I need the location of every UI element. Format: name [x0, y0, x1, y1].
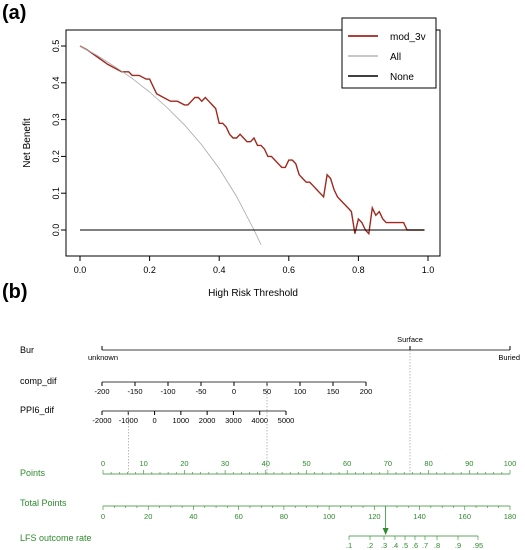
comp-dif-tick-label: 200: [360, 387, 373, 396]
points-tick-label: 80: [424, 459, 432, 468]
points-tick-label: 90: [465, 459, 473, 468]
lfs-tick-label: .6: [412, 541, 418, 550]
y-tick-label: 0.4: [51, 77, 61, 90]
y-tick-label: 0.2: [51, 150, 61, 163]
y-tick-label: 0.1: [51, 187, 61, 200]
x-tick-label: 0.4: [213, 265, 226, 275]
ppi6-dif-tick-label: -2000: [92, 416, 111, 425]
total-points-tick-label: 80: [280, 512, 288, 521]
lfs-tick-label: .3: [381, 541, 387, 550]
ppi6-dif-tick-label: 2000: [199, 416, 216, 425]
total-points-tick-label: 160: [459, 512, 472, 521]
lfs-tick-label: .5: [402, 541, 408, 550]
legend-label: mod_3v: [390, 32, 426, 43]
legend-box: [341, 17, 437, 89]
nomogram-chart: Bur unknown Surface Buried comp_dif -200 -150 -…: [20, 335, 520, 550]
points-tick-label: 0: [101, 459, 105, 468]
total-points-tick-label: 60: [234, 512, 242, 521]
total-points-tick-label: 40: [189, 512, 197, 521]
x-tick-label: 0.8: [352, 265, 365, 275]
ppi6-dif-tick-label: 4000: [251, 416, 268, 425]
y-tick-label: 0.0: [51, 224, 61, 237]
points-tick-label: 60: [343, 459, 351, 468]
plot-frame: [65, 29, 441, 257]
lfs-tick-label: .2: [367, 541, 373, 550]
ppi6-dif-tick-label: 3000: [225, 416, 242, 425]
lfs-tick-label: .9: [455, 541, 461, 550]
points-tick-label: 20: [180, 459, 188, 468]
total-points-tick-label: 20: [144, 512, 152, 521]
ppi6-dif-tick-label: 1000: [173, 416, 190, 425]
lfs-tick-label: .4: [392, 541, 398, 550]
total-points-tick-label: 180: [504, 512, 517, 521]
row-label-ppi6-dif: PPI6_dif: [20, 405, 55, 415]
x-tick-label: 0.2: [143, 265, 156, 275]
total-points-tick-label: 0: [101, 512, 105, 521]
lfs-tick-label: .1: [346, 541, 352, 550]
y-tick-label: 0.3: [51, 113, 61, 126]
total-points-tick-label: 120: [368, 512, 381, 521]
points-tick-label: 100: [504, 459, 517, 468]
lfs-tick-label: .8: [434, 541, 440, 550]
comp-dif-tick-label: 100: [294, 387, 307, 396]
bur-mid-label: Surface: [397, 335, 423, 344]
mod-3v-line: [79, 45, 425, 236]
x-tick-label: 1.0: [422, 265, 435, 275]
points-tick-label: 30: [221, 459, 229, 468]
decision-curve-chart: 0.0 0.2 0.4 0.6 0.8 1.0 0.0 0.1 0.2 0.3 0.4 0.5 High…: [22, 17, 441, 299]
points-tick-label: 10: [140, 459, 148, 468]
x-tick-label: 0.6: [283, 265, 296, 275]
ppi6-dif-tick-label: 0: [152, 416, 156, 425]
panel-label-b: (b): [2, 281, 28, 303]
row-label-lfs-outcome-rate: LFS outcome rate: [20, 533, 92, 543]
bur-left-label: unknown: [88, 353, 118, 362]
bur-right-label: Buried: [498, 353, 520, 362]
comp-dif-tick-label: -100: [160, 387, 175, 396]
x-tick-label: 0.0: [74, 265, 87, 275]
row-label-total-points: Total Points: [20, 498, 67, 508]
y-axis-title: Net Benefit: [22, 118, 33, 168]
lfs-tick-label: .7: [422, 541, 428, 550]
comp-dif-tick-label: -150: [127, 387, 142, 396]
total-points-tick-label: 100: [323, 512, 336, 521]
panel-label-a: (a): [2, 2, 27, 24]
points-tick-label: 50: [302, 459, 310, 468]
points-tick-label: 40: [262, 459, 270, 468]
total-points-tick-label: 140: [413, 512, 426, 521]
comp-dif-tick-label: 150: [327, 387, 340, 396]
comp-dif-tick-label: -50: [196, 387, 207, 396]
points-tick-label: 70: [384, 459, 392, 468]
legend-label: All: [390, 52, 401, 63]
outcome-pointer-arrow: [382, 528, 389, 535]
lfs-tick-label: .95: [473, 541, 483, 550]
y-tick-label: 0.5: [51, 40, 61, 53]
row-label-bur: Bur: [20, 345, 34, 355]
row-label-comp-dif: comp_dif: [20, 376, 57, 386]
all-line: [79, 45, 262, 245]
x-axis-title: High Risk Threshold: [208, 288, 298, 299]
comp-dif-tick-label: 0: [232, 387, 236, 396]
row-label-points: Points: [20, 468, 46, 478]
ppi6-dif-tick-label: 5000: [278, 416, 295, 425]
comp-dif-tick-label: -200: [94, 387, 109, 396]
legend-label: None: [390, 72, 414, 83]
